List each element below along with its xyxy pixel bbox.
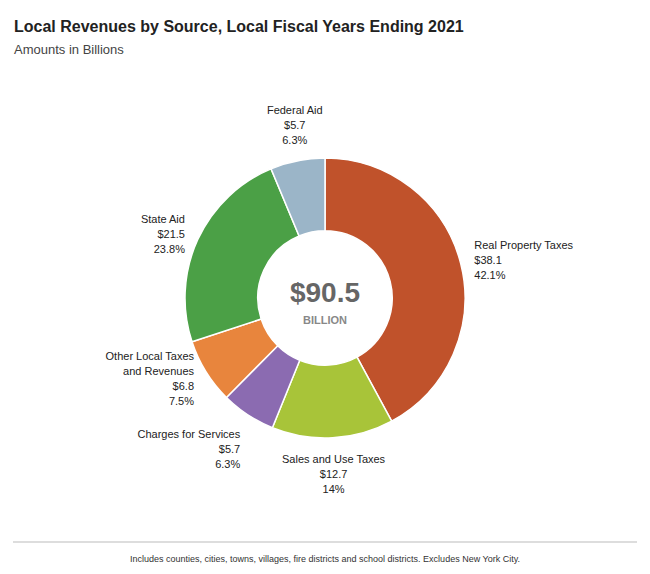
center-total: $90.5	[290, 277, 360, 308]
chart-container: Local Revenues by Source, Local Fiscal Y…	[0, 0, 650, 574]
label-share: 6.3%	[215, 458, 240, 470]
label-amount: $6.8	[173, 380, 194, 392]
label-share: 42.1%	[474, 269, 505, 281]
data-label: Federal Aid $5.7 6.3%	[267, 104, 323, 146]
label-category-line: Other Local Taxes	[106, 350, 195, 362]
label-category: Real Property Taxes	[474, 239, 573, 251]
label-category-line: State Aid	[141, 213, 185, 225]
slice	[271, 158, 325, 236]
label-category: Other Local Taxes and Revenues	[106, 350, 195, 377]
label-category-line: Charges for Services	[137, 428, 240, 440]
slices	[185, 158, 465, 438]
label-category-line: Sales and Use Taxes	[282, 453, 386, 465]
label-category: State Aid	[141, 213, 185, 225]
data-label: Real Property Taxes $38.1 42.1%	[474, 239, 573, 281]
label-category: Federal Aid	[267, 104, 323, 116]
donut: $90.5 BILLION Real Property Taxes $38.1 42.1…	[106, 104, 574, 495]
label-category-line: and Revenues	[123, 365, 194, 377]
label-amount: $5.7	[219, 443, 240, 455]
label-category: Charges for Services	[137, 428, 240, 440]
label-amount: $12.7	[320, 468, 348, 480]
label-amount: $38.1	[474, 254, 502, 266]
title: Local Revenues by Source, Local Fiscal Y…	[14, 18, 464, 35]
label-share: 6.3%	[282, 134, 307, 146]
label-amount: $21.5	[157, 228, 185, 240]
footnote: Includes counties, cities, towns, villag…	[130, 554, 520, 564]
label-amount: $5.7	[284, 119, 305, 131]
chart: Local Revenues by Source, Local Fiscal Y…	[0, 0, 650, 574]
label-share: 23.8%	[154, 243, 185, 255]
label-category-line: Federal Aid	[267, 104, 323, 116]
label-share: 7.5%	[169, 395, 194, 407]
label-category: Sales and Use Taxes	[282, 453, 386, 465]
label-category-line: Real Property Taxes	[474, 239, 573, 251]
data-labels: Real Property Taxes $38.1 42.1% Sales and U…	[106, 104, 574, 495]
center-note: BILLION	[303, 314, 347, 326]
label-share: 14%	[323, 483, 345, 495]
subtitle: Amounts in Billions	[14, 42, 124, 57]
separator	[13, 542, 637, 543]
data-label: State Aid $21.5 23.8%	[141, 213, 185, 255]
data-label: Other Local Taxes and Revenues $6.8 7.5%	[106, 350, 195, 407]
data-label: Sales and Use Taxes $12.7 14%	[282, 453, 386, 495]
data-label: Charges for Services $5.7 6.3%	[137, 428, 240, 470]
